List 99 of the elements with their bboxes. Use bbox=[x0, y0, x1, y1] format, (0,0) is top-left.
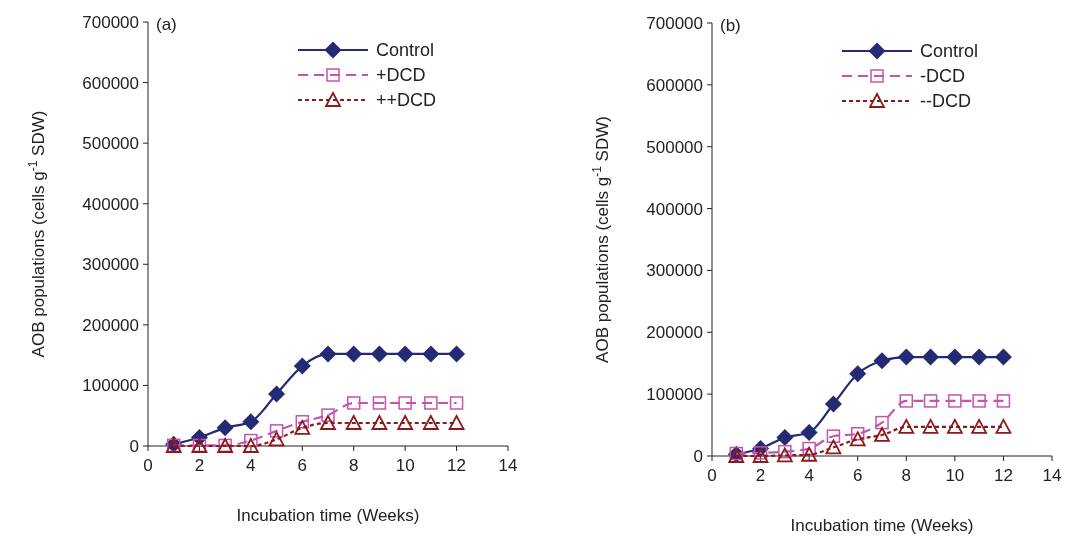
point bbox=[242, 413, 260, 431]
y-tick-label: 500000 bbox=[646, 137, 703, 157]
legend-label: +DCD bbox=[376, 65, 426, 85]
y-tick-label: 200000 bbox=[82, 315, 139, 335]
point bbox=[996, 394, 1011, 408]
y-tick-label: 300000 bbox=[646, 261, 703, 281]
y-tick-label: 0 bbox=[129, 437, 139, 456]
y-tick-label: 200000 bbox=[646, 323, 703, 343]
point bbox=[448, 415, 465, 430]
y-tick-label: 600000 bbox=[82, 73, 139, 93]
point bbox=[899, 394, 914, 408]
point bbox=[319, 345, 337, 363]
point bbox=[971, 419, 988, 434]
x-tick-label: 12 bbox=[993, 466, 1013, 485]
point bbox=[294, 419, 311, 435]
point bbox=[371, 415, 388, 430]
point bbox=[778, 444, 792, 459]
point bbox=[849, 431, 866, 447]
legend-label: Control bbox=[920, 41, 979, 61]
point bbox=[216, 419, 234, 437]
point bbox=[922, 348, 940, 366]
point bbox=[970, 348, 988, 366]
point bbox=[850, 426, 865, 441]
chart-title: (b) bbox=[720, 16, 741, 35]
point bbox=[422, 345, 440, 363]
point bbox=[849, 365, 867, 383]
point bbox=[370, 345, 388, 363]
point bbox=[802, 441, 816, 456]
x-tick-label: 6 bbox=[297, 456, 308, 475]
point bbox=[995, 419, 1012, 434]
point bbox=[800, 423, 818, 441]
point bbox=[994, 348, 1012, 366]
x-tick-label: 10 bbox=[945, 466, 965, 485]
legend-label: ++DCD bbox=[376, 90, 437, 110]
y-tick-label: 400000 bbox=[646, 199, 703, 219]
point bbox=[422, 415, 439, 430]
x-axis-title: Incubation time (Weeks) bbox=[790, 516, 974, 535]
point bbox=[321, 408, 335, 422]
point bbox=[873, 352, 891, 370]
x-tick-label: 2 bbox=[194, 456, 205, 475]
point bbox=[897, 348, 915, 366]
point bbox=[776, 447, 793, 463]
y-tick-label: 400000 bbox=[82, 194, 139, 214]
point bbox=[946, 419, 963, 434]
legend-label: -DCD bbox=[920, 66, 965, 86]
x-tick-label: 0 bbox=[143, 456, 153, 475]
point bbox=[244, 433, 258, 448]
point bbox=[874, 427, 890, 442]
y-tick-label: 300000 bbox=[82, 255, 139, 275]
x-tick-label: 8 bbox=[348, 456, 359, 475]
point bbox=[801, 446, 818, 462]
point bbox=[398, 396, 412, 410]
point bbox=[922, 419, 939, 434]
chart-title: (a) bbox=[156, 15, 177, 34]
y-tick-label: 500000 bbox=[82, 134, 139, 154]
point bbox=[396, 345, 414, 363]
point bbox=[269, 424, 284, 438]
point bbox=[875, 415, 889, 430]
point bbox=[776, 428, 794, 446]
point bbox=[946, 348, 964, 366]
point bbox=[295, 415, 310, 429]
point bbox=[372, 396, 387, 410]
point bbox=[449, 396, 464, 410]
x-tick-label: 14 bbox=[498, 456, 518, 475]
point bbox=[448, 345, 466, 363]
x-tick-label: 2 bbox=[755, 466, 766, 485]
x-axis-title: Incubation time (Weeks) bbox=[236, 506, 420, 525]
point bbox=[345, 415, 362, 430]
x-tick-label: 4 bbox=[246, 456, 256, 475]
point bbox=[346, 396, 361, 410]
y-tick-label: 600000 bbox=[646, 75, 703, 95]
y-tick-label: 700000 bbox=[82, 13, 139, 32]
x-tick-label: 8 bbox=[901, 466, 912, 485]
point bbox=[293, 357, 311, 375]
point bbox=[972, 394, 986, 408]
point bbox=[268, 385, 286, 403]
y-tick-label: 100000 bbox=[82, 376, 139, 396]
point bbox=[397, 415, 414, 430]
point bbox=[424, 396, 438, 410]
point bbox=[923, 394, 938, 408]
legend-label: --DCD bbox=[920, 91, 971, 111]
point bbox=[345, 345, 363, 363]
x-tick-label: 6 bbox=[852, 466, 863, 485]
x-tick-label: 10 bbox=[395, 456, 415, 475]
point bbox=[320, 415, 336, 430]
point bbox=[825, 439, 842, 455]
x-tick-label: 12 bbox=[447, 456, 467, 475]
point bbox=[898, 419, 915, 434]
point bbox=[242, 438, 259, 453]
legend-label: Control bbox=[376, 40, 435, 60]
x-tick-label: 4 bbox=[804, 466, 814, 485]
x-tick-label: 14 bbox=[1042, 466, 1062, 485]
point bbox=[268, 431, 285, 447]
y-tick-label: 100000 bbox=[646, 385, 703, 405]
x-tick-label: 0 bbox=[707, 466, 717, 485]
point bbox=[826, 429, 841, 443]
point bbox=[948, 394, 962, 408]
y-tick-label: 700000 bbox=[646, 14, 703, 33]
point bbox=[824, 395, 842, 413]
